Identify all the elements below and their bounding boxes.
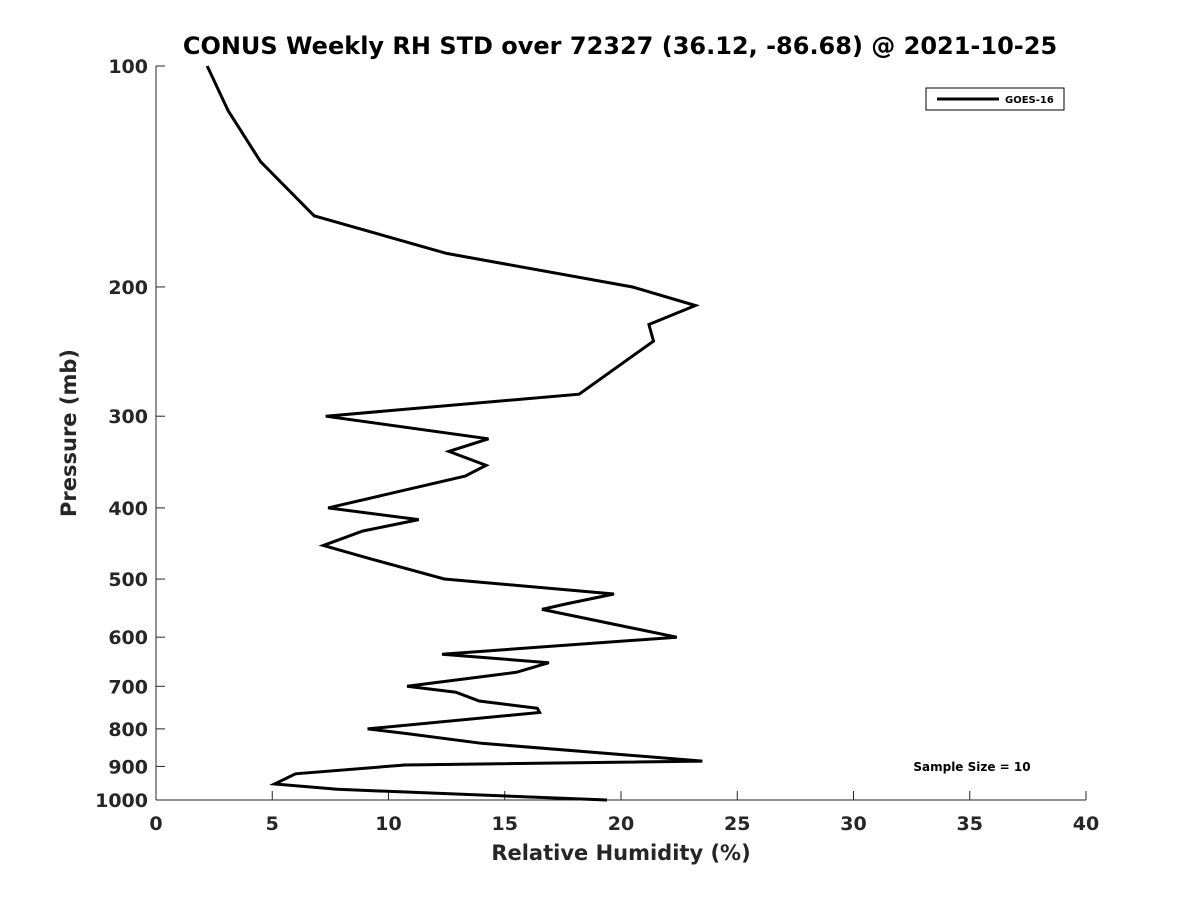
x-tick-label: 20 [608,813,634,835]
x-tick-label: 10 [375,813,401,835]
legend: GOES-16 [925,87,1065,111]
y-tick-label: 200 [108,277,148,299]
series-line-goes16 [205,65,703,802]
plot-area [155,66,1086,801]
y-ticks: 100 200 300 400 500 600 700 800 900 1000 [95,56,165,812]
y-axis-label: Pressure (mb) [57,349,81,517]
x-tick-label: 5 [266,813,279,835]
y-tick-label: 100 [108,56,148,78]
y-tick-label: 400 [108,498,148,520]
x-tick-label: 25 [724,813,750,835]
y-tick-label: 600 [108,627,148,649]
x-tick-label: 0 [149,813,162,835]
y-tick-label: 300 [108,406,148,428]
x-ticks: 0 5 10 15 20 25 30 35 40 [149,791,1099,835]
y-tick-label: 500 [108,569,148,591]
chart-title: CONUS Weekly RH STD over 72327 (36.12, -… [183,32,1057,60]
legend-label: GOES-16 [1005,95,1054,106]
y-tick-label: 900 [108,756,148,778]
y-tick-label: 1000 [95,790,148,812]
x-tick-label: 35 [957,813,983,835]
sample-size-annotation: Sample Size = 10 [913,760,1030,774]
x-axis-label: Relative Humidity (%) [491,841,750,865]
x-tick-label: 40 [1073,813,1099,835]
y-tick-label: 700 [108,676,148,698]
x-tick-label: 30 [840,813,866,835]
x-tick-label: 15 [492,813,518,835]
y-tick-label: 800 [108,719,148,741]
